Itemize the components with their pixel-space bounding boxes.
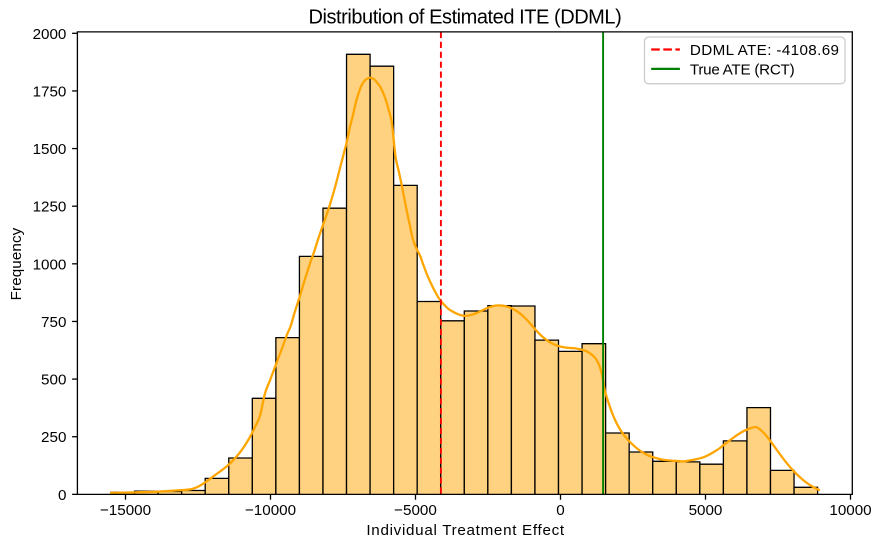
svg-text:10000: 10000 — [829, 502, 871, 519]
svg-text:0: 0 — [556, 502, 564, 519]
svg-text:DDML ATE: -4108.69: DDML ATE: -4108.69 — [690, 42, 840, 59]
svg-text:True ATE (RCT): True ATE (RCT) — [690, 61, 795, 78]
svg-text:250: 250 — [41, 429, 66, 446]
svg-text:1000: 1000 — [33, 256, 67, 273]
svg-text:Frequency: Frequency — [8, 227, 25, 300]
svg-text:0: 0 — [58, 487, 66, 504]
svg-text:2000: 2000 — [33, 26, 67, 43]
svg-text:500: 500 — [41, 372, 66, 389]
svg-text:1250: 1250 — [33, 199, 67, 216]
svg-text:Distribution of Estimated ITE: Distribution of Estimated ITE (DDML) — [309, 7, 622, 29]
svg-text:5000: 5000 — [689, 502, 723, 519]
svg-text:Individual Treatment Effect: Individual Treatment Effect — [366, 522, 565, 539]
svg-text:−10000: −10000 — [245, 502, 296, 519]
svg-text:750: 750 — [41, 314, 66, 331]
svg-text:1750: 1750 — [33, 83, 67, 100]
svg-text:1500: 1500 — [33, 141, 67, 158]
svg-text:−5000: −5000 — [394, 502, 437, 519]
svg-text:−15000: −15000 — [100, 502, 151, 519]
